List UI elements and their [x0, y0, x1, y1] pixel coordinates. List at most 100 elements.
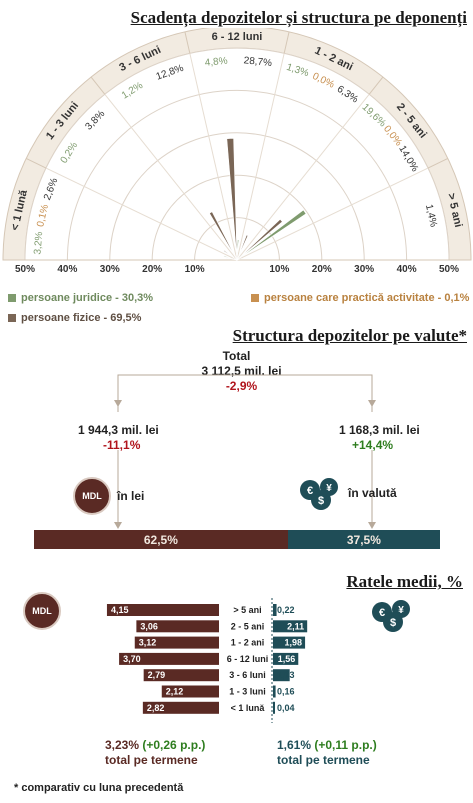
legend-activitate: persoane care practică activitate - 0,1%: [251, 292, 469, 304]
lei-label: în lei: [117, 489, 145, 503]
rates-bar-mdl: [142, 701, 219, 714]
rates-mdl-icon: MDL: [23, 592, 61, 630]
rates-value-mdl: 2,82: [147, 703, 165, 713]
polar-wedge: [223, 249, 238, 261]
legend-swatch: [8, 294, 16, 302]
svg-text:¥: ¥: [326, 483, 332, 494]
polar-band-divider: [90, 76, 106, 95]
svg-text:$: $: [390, 617, 396, 629]
legend-swatch: [8, 314, 16, 322]
polar-value-label: 1,4%: [423, 203, 439, 228]
polar-grid-spoke: [236, 167, 429, 261]
total-label: Total: [222, 349, 251, 363]
rates-bar-valuta: [273, 636, 306, 649]
polar-grid-spoke: [104, 93, 238, 261]
polar-wedge: [225, 257, 238, 261]
val-total-value: 1,61%: [277, 738, 312, 752]
val-label: în valută: [348, 486, 397, 500]
rates-category: 2 - 5 ani: [231, 621, 265, 631]
rates-bar-mdl: [143, 669, 219, 682]
svg-text:$: $: [318, 495, 324, 507]
polar-grid-ring: [151, 174, 323, 261]
split-bar-lei: 62,5%: [34, 530, 288, 549]
rates-bar-valuta: [273, 604, 277, 616]
legend-swatch: [251, 294, 259, 302]
polar-axis-tick: 20%: [311, 264, 332, 275]
polar-sector-label: 6 - 12 luni: [212, 31, 263, 43]
lei-value: 1 944,3 mil. lei: [78, 423, 159, 437]
currency-split-bar: 62,5% 37,5%: [34, 530, 440, 549]
currency-icon: € ¥ $: [300, 478, 338, 510]
rates-bar-mdl: [119, 652, 219, 665]
polar-band-divider: [184, 31, 191, 54]
radar-title: Scadența depozitelor și structura pe dep…: [130, 8, 467, 27]
polar-band-divider: [368, 76, 384, 95]
polar-axis-tick: 40%: [396, 264, 417, 275]
rates-value-valuta: 0,04: [277, 703, 295, 713]
rates-bar-mdl: [161, 685, 219, 698]
legend-label: persoane care practică activitate - 0,1%: [264, 292, 470, 304]
polar-band-divider: [427, 158, 449, 169]
polar-grid-spoke: [45, 167, 238, 261]
polar-wedge: [209, 211, 238, 261]
lei-total-change: (+0,26 p.p.): [142, 738, 206, 752]
rates-bar-valuta: [273, 652, 299, 665]
polar-grid-spoke: [236, 53, 285, 261]
rates-category: < 1 lună: [231, 703, 266, 713]
rates-bar-valuta: [273, 685, 276, 698]
rates-value-mdl: 3,06: [140, 621, 158, 631]
rates-value-valuta: 1,98: [285, 638, 303, 648]
rates-value-mdl: 4,15: [111, 605, 129, 615]
polar-grid-ring: [109, 132, 365, 261]
rates-currency-icon: € ¥ $: [372, 600, 410, 632]
legend-juridice: persoane juridice - 30,3%: [8, 292, 153, 304]
polar-axis-tick: 40%: [57, 264, 78, 275]
polar-grid-spoke: [236, 93, 370, 261]
polar-axis-tick: 30%: [354, 264, 375, 275]
rates-value-mdl: 2,79: [148, 670, 166, 680]
rates-value-valuta: 0,22: [277, 605, 295, 615]
lei-total-label: total pe termene: [105, 753, 198, 767]
polar-band-divider: [283, 31, 290, 54]
val-total: 1,61% (+0,11 p.p.): [277, 738, 377, 752]
polar-wedge: [236, 218, 283, 261]
val-value: 1 168,3 mil. lei: [339, 423, 420, 437]
rates-bar-valuta: [273, 669, 290, 682]
polar-axis-tick: 30%: [99, 264, 120, 275]
polar-wedge: [226, 138, 238, 261]
total-change: -2,9%: [225, 379, 258, 393]
val-change: +14,4%: [352, 438, 394, 452]
legend-label: persoane juridice - 30,3%: [21, 292, 154, 304]
polar-wedge: [236, 239, 240, 261]
rates-value-valuta: 0,16: [277, 687, 295, 697]
rates-bar-mdl: [134, 636, 219, 649]
polar-wedge: [236, 257, 244, 261]
rates-category: 1 - 3 luni: [229, 687, 266, 697]
svg-text:€: €: [379, 607, 385, 619]
structure-connectors: [114, 374, 376, 529]
rates-category: > 5 ani: [233, 605, 261, 615]
rates-value-mdl: 2,12: [166, 687, 184, 697]
polar-grid-ring: [66, 89, 408, 261]
rates-value-valuta: 1,03: [277, 670, 295, 680]
svg-text:€: €: [307, 485, 313, 497]
polar-value-label: 4,8%: [204, 56, 228, 69]
footnote: * comparativ cu luna precedentă: [14, 782, 184, 794]
polar-grid-spoke: [189, 53, 238, 261]
polar-axis-tick: 20%: [142, 264, 163, 275]
polar-grid-ring: [24, 47, 450, 261]
rates-bar-valuta: [273, 620, 308, 633]
polar-wedge: [236, 209, 307, 261]
polar-axis-tick: 10%: [184, 264, 205, 275]
polar-value-label: 0,1%: [35, 203, 51, 228]
polar-wedge: [223, 255, 238, 261]
rates-bar-valuta: [273, 701, 275, 714]
lei-total: 3,23% (+0,26 p.p.): [105, 738, 205, 752]
val-total-label: total pe termene: [277, 753, 370, 767]
svg-text:¥: ¥: [398, 605, 404, 616]
rates-category: 1 - 2 ani: [231, 638, 265, 648]
polar-axis-tick: 50%: [438, 264, 459, 275]
rates-value-mdl: 3,70: [123, 654, 141, 664]
polar-wedge: [236, 234, 249, 261]
